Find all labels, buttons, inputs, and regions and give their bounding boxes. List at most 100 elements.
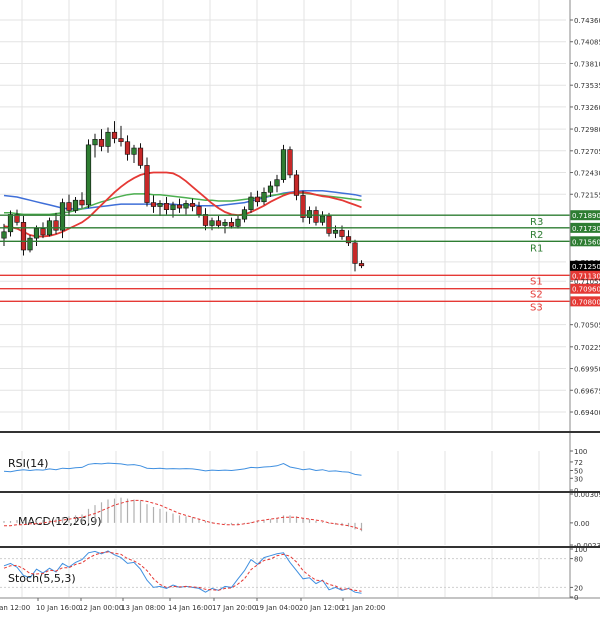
rsi-tick-label: 100 bbox=[574, 448, 587, 456]
candle-body bbox=[352, 242, 358, 264]
x-tick-label: 12 Jan 00:00 bbox=[79, 604, 123, 612]
candle-body bbox=[7, 214, 14, 233]
rsi-tick-label: 0 bbox=[574, 487, 578, 495]
rsi-tick-label: 50 bbox=[574, 468, 583, 476]
candle bbox=[53, 212, 59, 235]
candle-body bbox=[105, 131, 111, 147]
y-tick-label: 0.71055 bbox=[574, 278, 600, 286]
candle bbox=[131, 144, 137, 164]
candle-body bbox=[157, 203, 163, 207]
pivot-price-label: 0.71730 bbox=[572, 225, 600, 233]
pivot-level-s3: S3 0.70800 bbox=[0, 296, 600, 313]
candle bbox=[248, 192, 254, 213]
stoch-tick-label: 20 bbox=[574, 584, 583, 592]
candle-body bbox=[53, 220, 59, 231]
candle bbox=[111, 121, 118, 144]
candle-body bbox=[280, 149, 287, 180]
candle-body bbox=[267, 185, 274, 193]
candle bbox=[280, 144, 287, 183]
candle-body bbox=[209, 220, 215, 226]
candle bbox=[300, 190, 306, 223]
x-tick-label: 13 Jan 08:00 bbox=[121, 604, 165, 612]
x-tick-label: 20 Jan 12:00 bbox=[299, 604, 343, 612]
macd-label: MACD(12,26,9) bbox=[18, 515, 102, 528]
pivot-price-tag bbox=[570, 210, 600, 221]
stoch-d-line bbox=[3, 551, 362, 592]
current-price-label: 0.71250 bbox=[572, 263, 600, 271]
rsi-panel: RSI(14) bbox=[8, 457, 48, 470]
candle bbox=[274, 174, 280, 193]
candle-body bbox=[183, 203, 189, 209]
candle-body bbox=[326, 215, 332, 234]
pivot-price-tag bbox=[570, 283, 600, 294]
candle-body bbox=[92, 139, 98, 146]
rsi-line bbox=[3, 462, 362, 476]
candle-body bbox=[163, 203, 170, 210]
y-tick-label: 0.74085 bbox=[574, 39, 600, 47]
pivot-name: R2 bbox=[530, 230, 543, 241]
candle-body bbox=[293, 174, 300, 196]
candle bbox=[345, 230, 352, 247]
pivot-name: R1 bbox=[530, 243, 543, 254]
pivot-name: S2 bbox=[530, 290, 543, 301]
candle-body bbox=[14, 214, 20, 223]
candle-body bbox=[79, 199, 85, 206]
candle-body bbox=[27, 237, 33, 251]
candle-body bbox=[66, 202, 72, 211]
candle-body bbox=[339, 229, 345, 237]
candle bbox=[326, 212, 332, 237]
candle-body bbox=[228, 222, 235, 227]
rsi-label: RSI(14) bbox=[8, 457, 48, 470]
y-tick-label: 0.69675 bbox=[574, 387, 600, 395]
candle-body bbox=[111, 131, 118, 139]
pivot-price-tag bbox=[570, 270, 600, 281]
candle-body bbox=[248, 196, 254, 210]
y-tick-label: 0.73535 bbox=[574, 82, 600, 90]
candle-body bbox=[40, 228, 46, 236]
candle bbox=[79, 192, 85, 209]
candle bbox=[72, 197, 79, 213]
stoch-tick-label: 0 bbox=[574, 594, 578, 602]
candle-body bbox=[332, 229, 339, 234]
candle-body bbox=[59, 202, 66, 231]
candle-body bbox=[118, 138, 124, 143]
current-price-tag bbox=[570, 260, 600, 271]
pivot-price-tag bbox=[570, 222, 600, 233]
pivot-name: R3 bbox=[530, 217, 543, 228]
macd-panel: MACD(12,26,9) bbox=[3, 497, 363, 532]
pivot-level-s1: S1 0.71130 bbox=[0, 270, 600, 287]
candle bbox=[150, 195, 157, 213]
candle bbox=[118, 125, 124, 147]
candle bbox=[202, 208, 209, 231]
candle bbox=[14, 209, 20, 226]
candle-body bbox=[222, 222, 228, 226]
candle bbox=[40, 222, 46, 239]
macd-tick-label: 0.00 bbox=[574, 520, 590, 528]
candle bbox=[293, 170, 300, 201]
candle-body bbox=[241, 209, 248, 220]
candle-body bbox=[131, 147, 137, 155]
candle-body bbox=[261, 191, 267, 203]
candle bbox=[235, 216, 241, 229]
stoch-k-line bbox=[3, 550, 362, 594]
candle bbox=[352, 239, 358, 272]
candle bbox=[189, 198, 196, 212]
candle-body bbox=[33, 228, 40, 239]
candle bbox=[183, 200, 189, 215]
pivot-price-label: 0.71130 bbox=[572, 272, 600, 280]
stoch-label: Stoch(5,5,3) bbox=[8, 572, 76, 585]
y-tick-label: 0.72155 bbox=[574, 191, 600, 199]
price-panel bbox=[1, 121, 365, 594]
stoch-tick-label: 80 bbox=[574, 556, 583, 564]
candle-body bbox=[254, 196, 261, 203]
candle bbox=[319, 211, 326, 226]
macd-tick-label: 0.00309 bbox=[574, 491, 600, 499]
macd-tick-label: -0.002372 bbox=[574, 542, 600, 550]
candle-body bbox=[98, 139, 105, 147]
